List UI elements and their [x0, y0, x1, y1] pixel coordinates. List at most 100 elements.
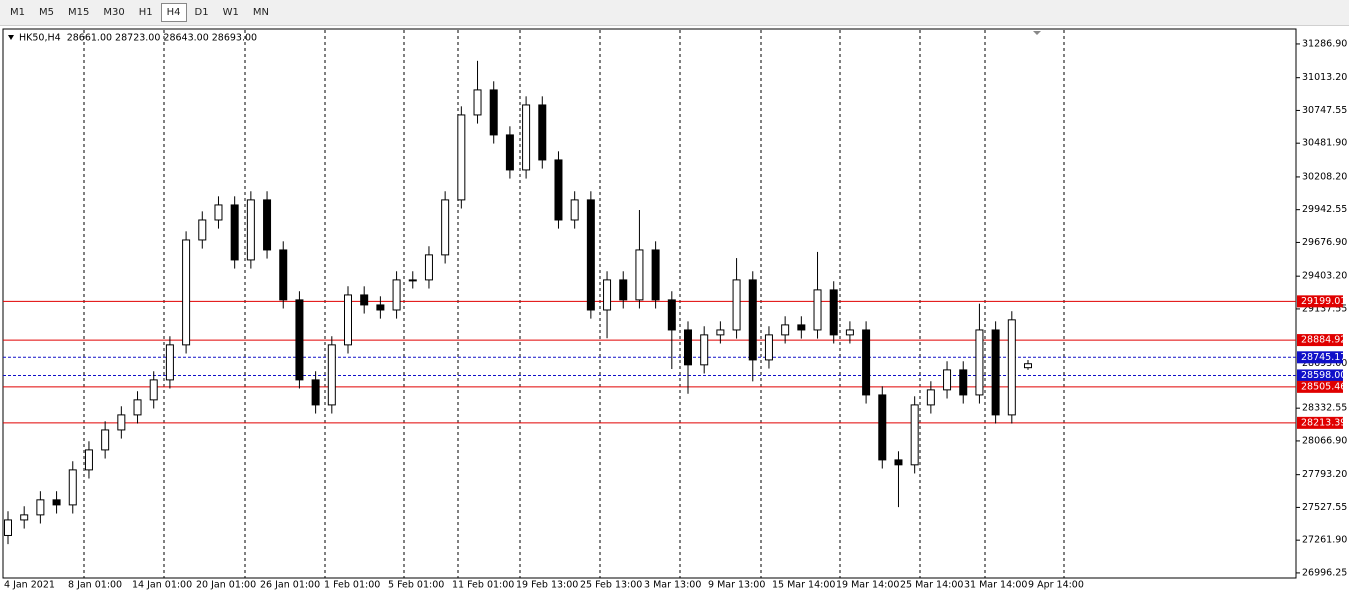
x-tick-label: 14 Jan 01:00 — [132, 580, 192, 591]
candle-body — [246, 199, 255, 261]
candle-body — [975, 329, 984, 396]
candle-body — [441, 199, 450, 256]
candle-body — [360, 294, 369, 306]
level-label: 28213.39 — [1301, 417, 1346, 428]
candle-body — [20, 514, 29, 521]
candle-body — [845, 329, 854, 336]
candle-body — [813, 289, 822, 331]
menu-arrow — [8, 35, 14, 40]
chart-title: HK50,H4 28661.00 28723.00 28643.00 28693… — [19, 33, 257, 44]
timeframe-button[interactable]: W1 — [222, 7, 239, 18]
level-box — [1297, 295, 1343, 308]
candle-body — [894, 459, 903, 466]
candle-body — [263, 199, 272, 251]
y-tick-label: 27793.20 — [1302, 469, 1347, 480]
timeframe-button[interactable]: M15 — [68, 7, 90, 18]
timeframe-button[interactable]: M30 — [103, 7, 125, 18]
candle-body — [295, 299, 304, 381]
y-tick-label: 31286.90 — [1302, 38, 1347, 49]
candle-body — [198, 219, 207, 241]
y-tick-label: 29403.20 — [1302, 271, 1347, 282]
y-tick-label: 26996.25 — [1302, 567, 1347, 578]
candle-body — [489, 89, 498, 136]
y-tick-label: 30481.90 — [1302, 138, 1347, 149]
timeframe-button[interactable]: M5 — [39, 7, 54, 18]
candle-body — [586, 199, 595, 311]
plot-frame — [2, 28, 1297, 579]
candle-body — [52, 499, 61, 506]
candle-body — [68, 469, 77, 506]
candle-body — [764, 334, 773, 361]
candle-body — [554, 159, 563, 221]
candle-body — [700, 334, 709, 366]
y-tick-label: 28332.55 — [1302, 403, 1347, 414]
x-tick-label: 31 Mar 14:00 — [964, 580, 1027, 591]
candle-body — [748, 279, 757, 361]
candle-body — [408, 279, 417, 282]
candle-body — [84, 449, 93, 471]
candle-body — [376, 304, 385, 311]
candle-body — [991, 329, 1000, 416]
y-tick-label: 27261.90 — [1302, 535, 1347, 546]
level-box — [1297, 369, 1343, 382]
timeframe-button[interactable]: M1 — [10, 7, 25, 18]
x-tick-label: 9 Apr 14:00 — [1028, 580, 1084, 591]
timeframe-button[interactable]: MN — [252, 7, 269, 18]
x-tick-label: 8 Jan 01:00 — [68, 580, 122, 591]
candle-body — [392, 279, 401, 311]
candle-body — [910, 404, 919, 466]
candle-body — [424, 254, 433, 281]
y-tick-label: 29942.55 — [1302, 204, 1347, 215]
candle-body — [651, 249, 660, 301]
level-box — [1297, 351, 1343, 364]
candle-body — [829, 289, 838, 336]
candle-body — [1024, 363, 1032, 369]
candle-body — [522, 104, 531, 171]
candle-body — [165, 344, 174, 381]
candle-body — [878, 394, 887, 461]
x-tick-label: 3 Mar 13:00 — [644, 580, 701, 591]
candle-body — [117, 414, 126, 431]
candle-body — [667, 299, 676, 331]
candle-body — [182, 239, 191, 346]
x-tick-label: 4 Jan 2021 — [4, 580, 55, 591]
timeframe-button[interactable]: H1 — [138, 7, 153, 18]
candle-body — [732, 279, 741, 331]
level-label: 28598.00 — [1301, 370, 1346, 381]
x-tick-label: 9 Mar 13:00 — [708, 580, 765, 591]
level-label: 28884.92 — [1301, 335, 1346, 346]
candle-body — [311, 379, 320, 406]
candle-body — [797, 324, 806, 331]
candle-body — [926, 389, 935, 406]
candle-body — [635, 249, 644, 301]
level-box — [1297, 334, 1343, 347]
candle-body — [538, 104, 547, 161]
x-tick-label: 26 Jan 01:00 — [260, 580, 320, 591]
current-price-label: 28693.00 — [1302, 358, 1347, 369]
candle-body — [457, 114, 466, 201]
candle-body — [781, 324, 790, 336]
level-box — [1297, 380, 1343, 393]
level-label: 28745.17 — [1301, 352, 1346, 363]
timeframe-button[interactable]: D1 — [194, 7, 209, 18]
level-label: 29199.01 — [1301, 296, 1346, 307]
candle-body — [943, 369, 952, 391]
candle-body — [327, 344, 336, 406]
candle-body — [101, 429, 110, 451]
x-tick-label: 20 Jan 01:00 — [196, 580, 256, 591]
timeframe-toolbar: M1 M5 M15 M30 H1 H4 D1 W1 MN — [0, 0, 1349, 26]
y-tick-label: 28066.90 — [1302, 435, 1347, 446]
candle-body — [214, 204, 223, 221]
level-label: 28505.46 — [1301, 381, 1346, 392]
y-tick-label: 27527.55 — [1302, 502, 1347, 513]
candle-body — [505, 134, 514, 171]
candle-body — [570, 199, 579, 221]
candle-body — [1007, 319, 1016, 416]
candle-body — [684, 329, 692, 366]
y-tick-label: 29137.55 — [1302, 303, 1347, 314]
y-tick-label: 29676.90 — [1302, 237, 1347, 248]
candle-body — [279, 249, 288, 301]
timeframe-button[interactable]: H4 — [160, 3, 187, 22]
